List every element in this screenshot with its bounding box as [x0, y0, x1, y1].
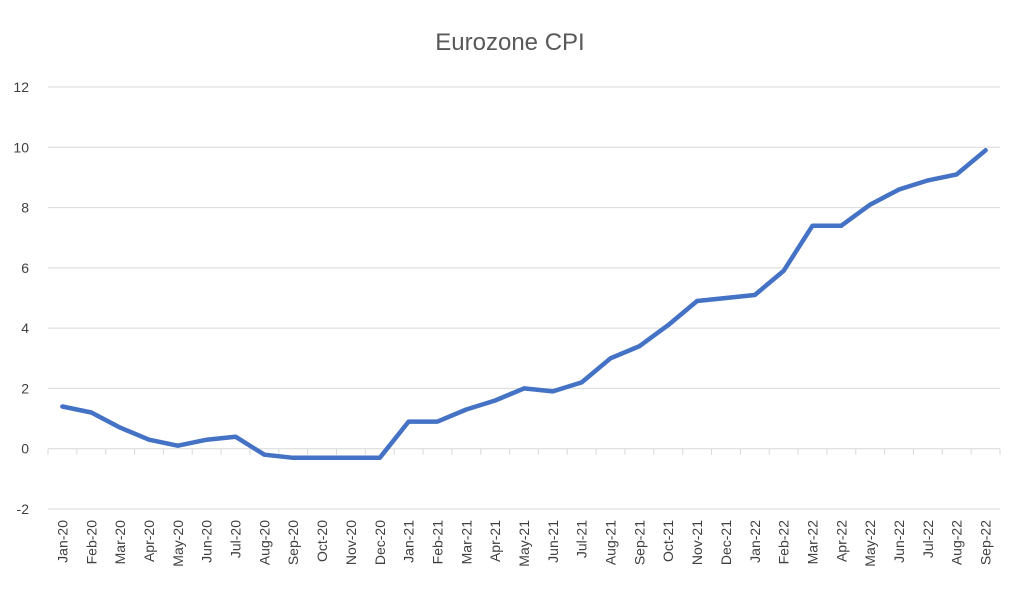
data-point: [809, 223, 815, 229]
data-point: [406, 419, 412, 425]
y-tick-label: 8: [21, 200, 29, 216]
chart-title: Eurozone CPI: [435, 29, 584, 56]
x-tick-label: Feb-20: [83, 520, 99, 565]
data-point: [896, 186, 902, 192]
data-point: [290, 455, 296, 461]
x-tick-label: Aug-20: [256, 520, 272, 565]
x-tick-label: Apr-22: [833, 520, 849, 562]
data-point: [319, 455, 325, 461]
x-tick-label: Apr-21: [487, 520, 503, 562]
x-tick-label: Mar-21: [458, 520, 474, 565]
data-point: [723, 295, 729, 301]
x-tick-label: Jan-21: [401, 520, 417, 563]
x-tick-label: Jul-20: [228, 520, 244, 558]
data-point: [348, 455, 354, 461]
data-point: [117, 425, 123, 431]
x-tick-label: Mar-20: [112, 520, 128, 565]
data-point: [867, 202, 873, 208]
data-point: [521, 385, 527, 391]
data-point: [838, 223, 844, 229]
data-point: [954, 171, 960, 177]
y-tick-label: 0: [21, 441, 29, 457]
y-tick-label: 10: [13, 139, 29, 155]
y-tick-label: 4: [21, 320, 29, 336]
x-tick-label: Jun-21: [545, 520, 561, 563]
series-line: [60, 148, 988, 461]
x-tick-label: May-20: [170, 520, 186, 567]
data-point: [146, 437, 152, 443]
data-point: [59, 404, 65, 410]
x-tick-label: Feb-22: [776, 520, 792, 565]
x-tick-label: Nov-20: [343, 520, 359, 565]
x-tick-label: Dec-20: [372, 520, 388, 565]
data-point: [579, 379, 585, 385]
data-point: [608, 355, 614, 361]
data-point: [925, 177, 931, 183]
x-tick-label: Aug-21: [603, 520, 619, 565]
data-point: [204, 437, 210, 443]
x-tick-label: Nov-21: [689, 520, 705, 565]
data-point: [377, 455, 383, 461]
x-tick-label: May-22: [862, 520, 878, 567]
x-tick-label: Dec-21: [718, 520, 734, 565]
series-layer: [59, 147, 989, 461]
x-tick-label: Oct-21: [660, 520, 676, 562]
x-axis: [47, 448, 1001, 455]
x-tick-label: Feb-21: [429, 520, 445, 565]
data-point: [492, 397, 498, 403]
data-point: [463, 407, 469, 413]
y-tick-label: -2: [17, 501, 30, 517]
x-tick-label: Jul-21: [574, 520, 590, 558]
x-tick-label: Jul-22: [920, 520, 936, 558]
x-tick-label: Jun-20: [199, 520, 215, 563]
data-point: [175, 443, 181, 449]
data-point: [233, 434, 239, 440]
data-point: [665, 322, 671, 328]
x-tick-label: May-21: [516, 520, 532, 567]
x-tick-label: Apr-20: [141, 520, 157, 562]
data-point: [694, 298, 700, 304]
x-tick-label: Jun-22: [891, 520, 907, 563]
data-point: [88, 410, 94, 416]
x-tick-label: Aug-22: [949, 520, 965, 565]
data-point: [636, 343, 642, 349]
x-tick-label: Sep-21: [631, 520, 647, 565]
y-axis-tick-labels: -2 0 2 4 6 8 10 12: [13, 79, 29, 517]
y-tick-label: 2: [21, 380, 29, 396]
data-point: [781, 268, 787, 274]
data-point: [434, 419, 440, 425]
y-tick-label: 6: [21, 260, 29, 276]
x-tick-label: Jan-20: [54, 520, 70, 563]
x-axis-tick-labels: Jan-20 Feb-20 Mar-20 Apr-20 May-20 Jun-20 Jul-…: [54, 520, 993, 567]
x-tick-label: Sep-22: [978, 520, 994, 565]
x-tick-label: Oct-20: [314, 520, 330, 562]
y-tick-label: 12: [13, 79, 29, 95]
gridlines: [48, 86, 1000, 510]
x-tick-label: Sep-20: [285, 520, 301, 565]
data-point: [550, 388, 556, 394]
data-point: [752, 292, 758, 298]
data-point: [983, 147, 989, 153]
data-point: [261, 452, 267, 458]
x-tick-label: Mar-22: [804, 520, 820, 565]
x-tick-label: Jan-22: [747, 520, 763, 563]
